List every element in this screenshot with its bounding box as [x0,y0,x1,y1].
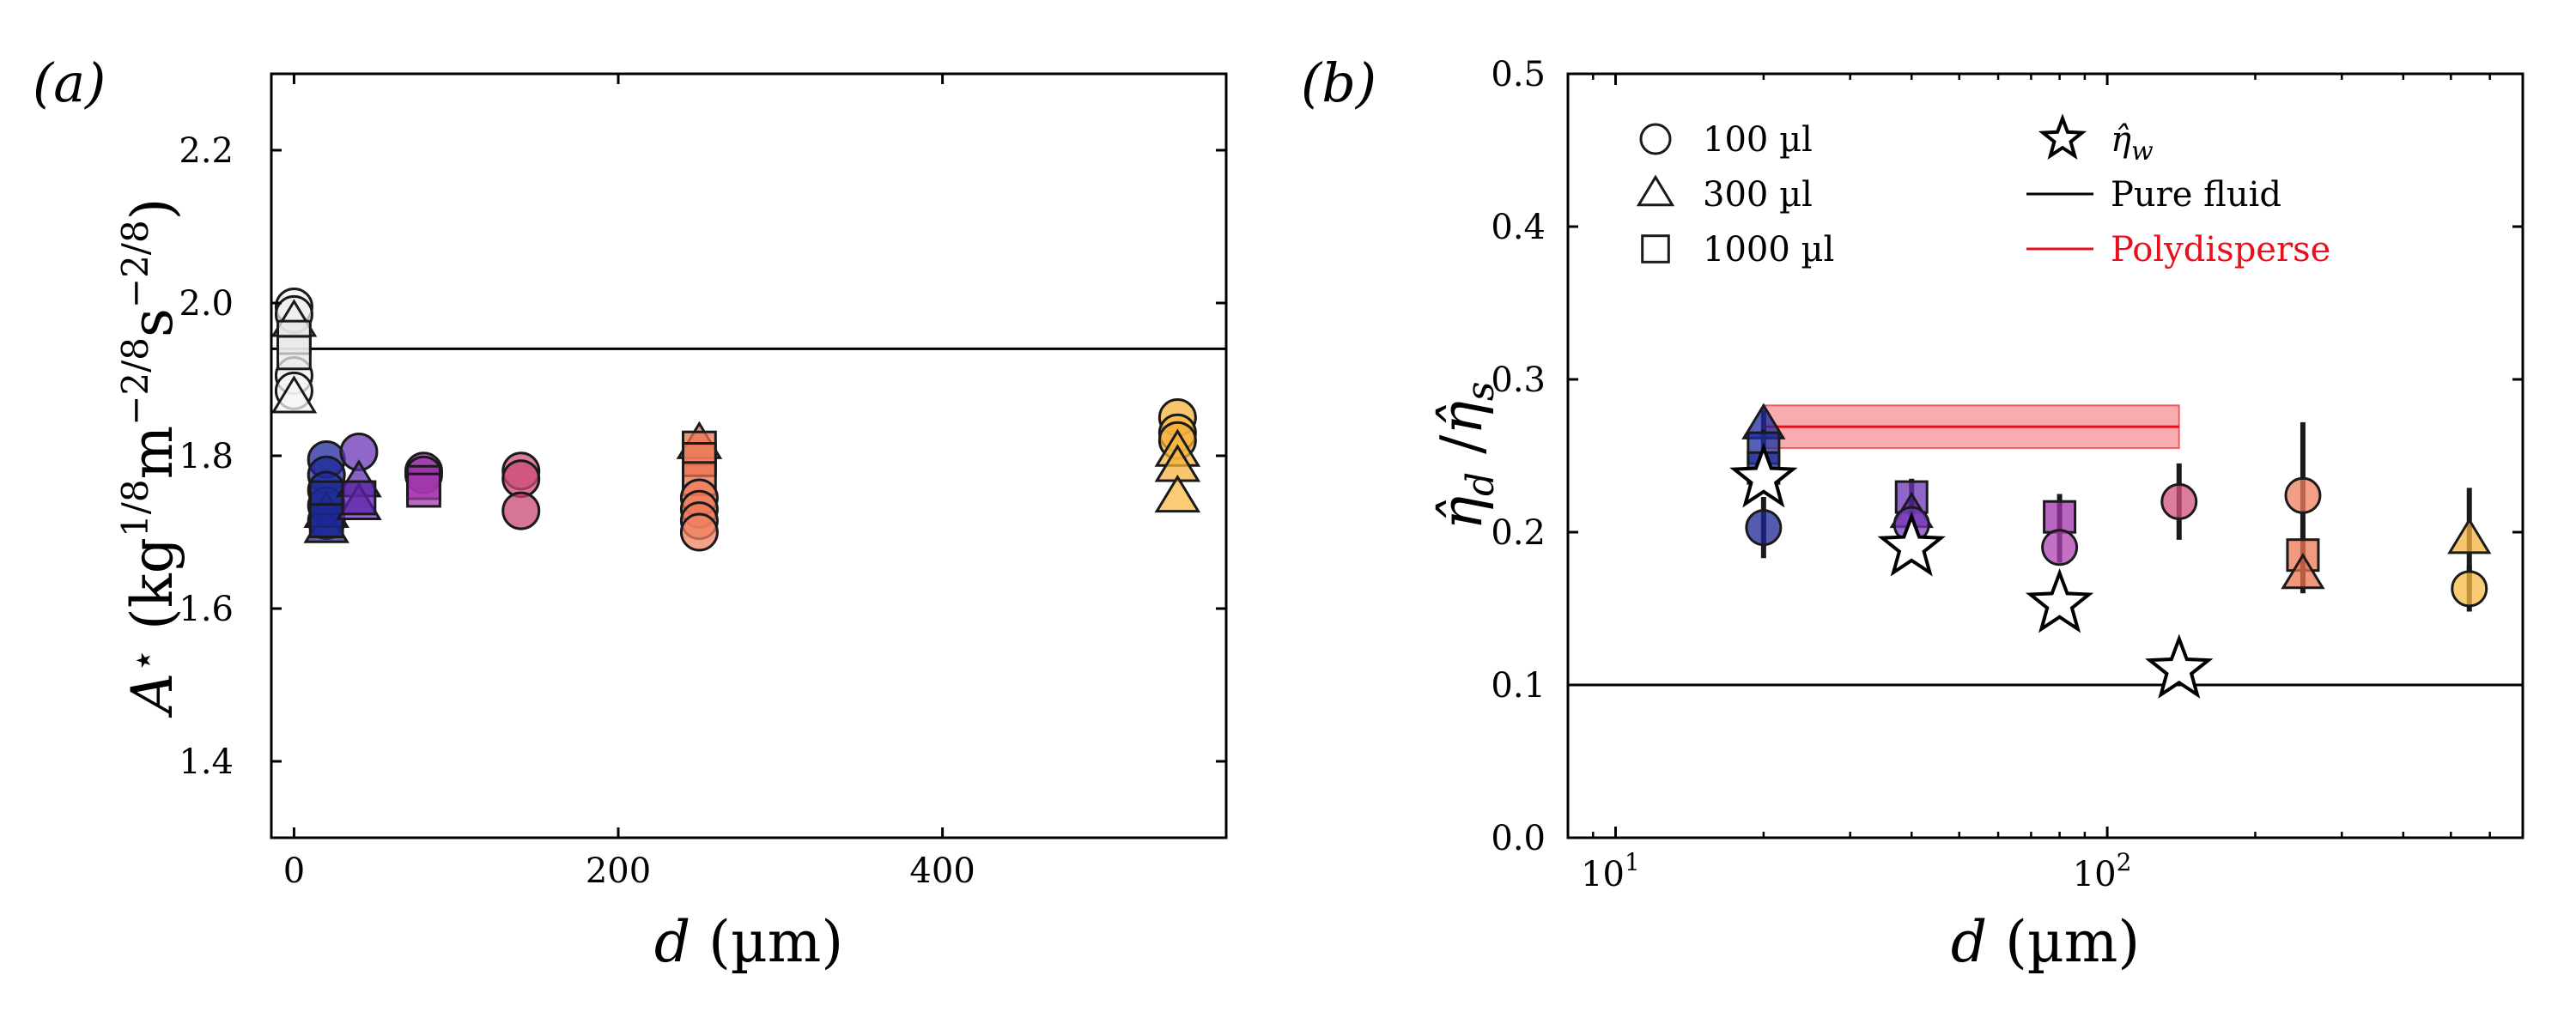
panel-b-x-axis-title: d (µm) [1951,909,2140,975]
x-tick-label: 0 [283,851,305,891]
x-tick-label: 400 [909,851,975,891]
panel-a-y-axis-title: A⋆ (kg1/8m−2/8s−2/8) [114,198,185,719]
legend-star-icon [2038,113,2087,161]
panel-a-points [270,287,1201,552]
legend-square-icon [1641,234,1670,264]
panel-b-frame [1566,72,2524,839]
eta-w-star [2145,633,2214,699]
data-point-triangle [2281,552,2325,590]
eta-w-star [1729,442,1798,508]
legend-label: 1000 µl [1703,230,1834,270]
data-point-circle [2041,529,2079,566]
y-tick-label: 0.2 [1491,513,1546,553]
panel-b-ticks: 101 102 0.0 0.1 0.2 0.3 0.4 0.5 [1491,55,2524,894]
y-tick-label: 0.4 [1491,208,1546,247]
panel-b: (b) 101 102 0.0 0.1 0.2 0.3 0.4 0.5 100 µl 300 µ… [1301,52,2524,975]
data-point-square [406,472,441,508]
data-point-circle [2160,482,2198,520]
data-point-square [308,503,344,539]
legend-label: Polydisperse [2111,230,2330,270]
legend-triangle-icon [1636,174,1675,207]
data-point-triangle [270,375,318,414]
legend-label: 100 µl [1703,120,1813,160]
y-tick-label: 1.4 [179,742,234,782]
panel-a-x-axis-title: d (µm) [654,909,843,975]
y-tick-label: 0.1 [1491,666,1546,706]
eta-w-star [1877,512,1946,577]
data-point-square [2043,500,2077,534]
y-tick-label: 0.3 [1491,360,1546,400]
data-point-circle [679,512,719,552]
panel-b-stars [1729,442,2214,699]
legend-label: 300 µl [1703,175,1813,215]
legend-label-eta-w: η̂w [2111,120,2154,167]
y-tick-label: 2.2 [179,131,234,171]
data-point-triangle [2447,518,2492,554]
x-tick-label: 102 [2073,848,2132,894]
x-tick-label: 200 [586,851,651,891]
data-point-triangle [1154,474,1201,513]
y-tick-label: 2.0 [179,284,234,324]
y-tick-label: 0.5 [1491,55,1546,94]
y-tick-label: 1.8 [179,437,234,476]
y-tick-label: 0.0 [1491,819,1546,858]
x-tick-label: 101 [1581,848,1640,894]
panel-a-label: (a) [33,52,106,114]
data-point-square [276,335,312,371]
data-point-circle [2284,476,2322,514]
panel-b-label: (b) [1301,52,1376,114]
panel-a: (a) 0 200 400 1.4 1.6 1.8 2.0 2.2 d (µm) A⋆ (kg… [33,52,1228,975]
eta-w-star [2025,568,2094,633]
data-point-circle [501,491,541,530]
y-tick-label: 1.6 [179,590,234,629]
legend-label: Pure fluid [2111,175,2281,215]
panel-b-legend: 100 µl 300 µl 1000 µl η̂w Pure fluid Polydisp… [1636,113,2330,270]
panel-a-ticks: 0 200 400 1.4 1.6 1.8 2.0 2.2 [179,74,1226,891]
data-point-circle [2451,570,2488,608]
data-point-circle [501,459,541,499]
panel-b-polydisperse-band [1762,404,2180,450]
panel-b-y-axis-title: η̂d /η̂s [1429,381,1503,530]
data-point-square [341,480,377,516]
legend-circle-icon [1639,123,1672,155]
data-point-circle [1745,509,1783,547]
panel-a-frame [270,72,1228,839]
